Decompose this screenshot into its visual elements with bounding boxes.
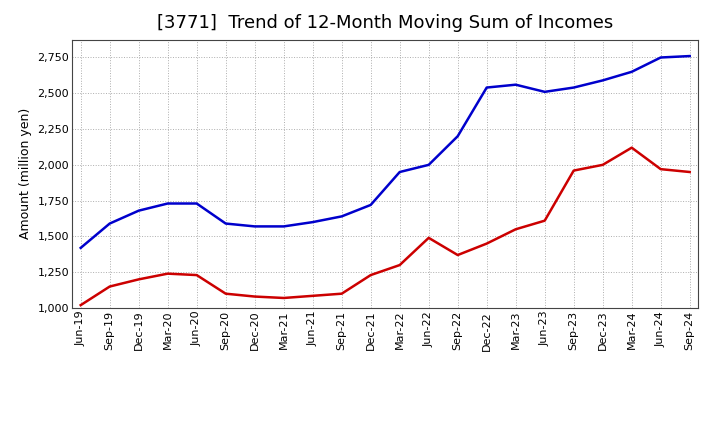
Line: Net Income: Net Income (81, 148, 690, 305)
Net Income (482, 241, 491, 246)
Ordinary Income (395, 169, 404, 175)
Ordinary Income (192, 201, 201, 206)
Net Income (279, 295, 288, 301)
Net Income (76, 302, 85, 308)
Ordinary Income (308, 220, 317, 225)
Ordinary Income (366, 202, 375, 208)
Net Income (598, 162, 607, 168)
Ordinary Income (511, 82, 520, 87)
Net Income (221, 291, 230, 296)
Ordinary Income (105, 221, 114, 226)
Net Income (105, 284, 114, 289)
Net Income (627, 145, 636, 150)
Ordinary Income (163, 201, 172, 206)
Net Income (685, 169, 694, 175)
Y-axis label: Amount (million yen): Amount (million yen) (19, 108, 32, 239)
Net Income (135, 277, 143, 282)
Ordinary Income (598, 78, 607, 83)
Line: Ordinary Income: Ordinary Income (81, 56, 690, 248)
Ordinary Income (279, 224, 288, 229)
Net Income (251, 294, 259, 299)
Net Income (192, 272, 201, 278)
Ordinary Income (135, 208, 143, 213)
Ordinary Income (541, 89, 549, 95)
Net Income (454, 253, 462, 258)
Ordinary Income (570, 85, 578, 90)
Net Income (657, 166, 665, 172)
Ordinary Income (627, 69, 636, 74)
Net Income (163, 271, 172, 276)
Title: [3771]  Trend of 12-Month Moving Sum of Incomes: [3771] Trend of 12-Month Moving Sum of I… (157, 15, 613, 33)
Net Income (511, 227, 520, 232)
Ordinary Income (424, 162, 433, 168)
Ordinary Income (76, 245, 85, 250)
Ordinary Income (657, 55, 665, 60)
Net Income (570, 168, 578, 173)
Net Income (541, 218, 549, 224)
Ordinary Income (454, 134, 462, 139)
Ordinary Income (482, 85, 491, 90)
Ordinary Income (251, 224, 259, 229)
Net Income (395, 262, 404, 268)
Ordinary Income (685, 53, 694, 59)
Net Income (338, 291, 346, 296)
Net Income (424, 235, 433, 241)
Ordinary Income (221, 221, 230, 226)
Net Income (308, 293, 317, 298)
Net Income (366, 272, 375, 278)
Ordinary Income (338, 214, 346, 219)
